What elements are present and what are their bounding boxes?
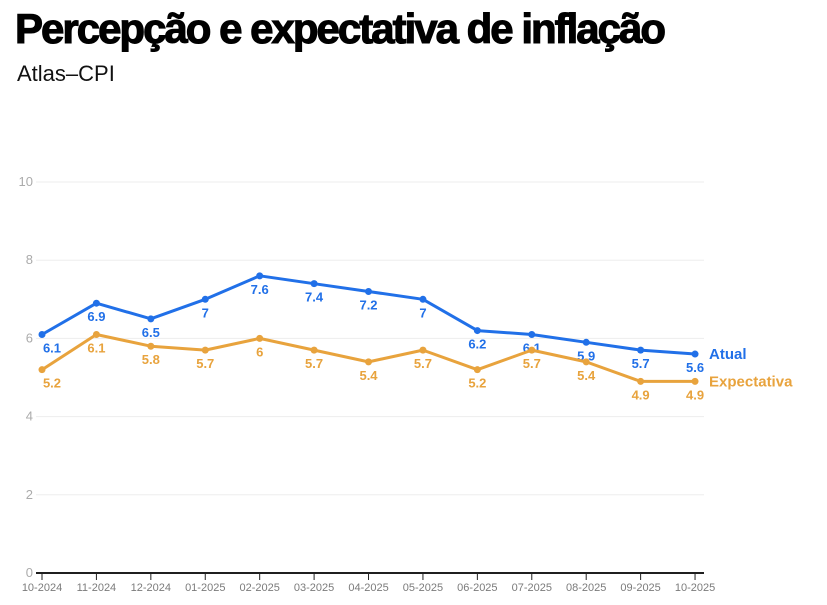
data-point-atual-10-2024 [38, 330, 46, 338]
y-axis-label-0: 0 [26, 565, 33, 580]
data-point-atual-11-2024 [92, 299, 100, 307]
data-label-atual-03-2025: 7.4 [305, 290, 324, 305]
data-point-atual-08-2025 [582, 338, 590, 346]
data-point-atual-09-2025 [637, 346, 645, 354]
data-label-atual-10-2024: 6.1 [43, 340, 61, 355]
data-point-atual-04-2025 [365, 287, 373, 295]
y-axis-label-2: 2 [26, 487, 33, 502]
data-point-expectativa-11-2024 [92, 330, 100, 338]
data-point-expectativa-01-2025 [201, 346, 209, 354]
x-axis-label-10-2025: 10-2025 [675, 582, 715, 594]
y-axis-label-10: 10 [19, 174, 33, 189]
x-axis-label-06-2025: 06-2025 [457, 582, 497, 594]
data-point-expectativa-02-2025 [256, 334, 264, 342]
data-label-atual-06-2025: 6.2 [468, 337, 486, 352]
data-label-expectativa-10-2024: 5.2 [43, 376, 61, 391]
data-point-expectativa-07-2025 [528, 346, 536, 354]
y-axis-label-4: 4 [26, 409, 33, 424]
data-point-expectativa-05-2025 [419, 346, 427, 354]
data-point-atual-01-2025 [201, 295, 209, 303]
data-point-atual-03-2025 [310, 280, 318, 288]
x-axis-label-01-2025: 01-2025 [185, 582, 225, 594]
data-label-expectativa-10-2025: 4.9 [686, 387, 704, 402]
data-label-expectativa-06-2025: 5.2 [468, 376, 486, 391]
series-line-atual [40, 274, 697, 356]
data-point-expectativa-03-2025 [310, 346, 318, 354]
x-axis-label-11-2024: 11-2024 [77, 582, 117, 594]
data-label-atual-01-2025: 7 [202, 305, 209, 320]
data-label-atual-11-2024: 6.9 [87, 309, 105, 324]
data-label-atual-12-2024: 6.5 [142, 325, 160, 340]
data-point-atual-06-2025 [473, 327, 481, 335]
data-point-expectativa-08-2025 [582, 358, 590, 366]
data-label-atual-09-2025: 5.7 [632, 356, 650, 371]
data-label-expectativa-07-2025: 5.7 [523, 356, 541, 371]
data-label-expectativa-09-2025: 4.9 [632, 387, 650, 402]
data-point-atual-02-2025 [256, 272, 264, 280]
data-label-expectativa-05-2025: 5.7 [414, 356, 432, 371]
data-label-expectativa-08-2025: 5.4 [577, 368, 596, 383]
data-point-expectativa-12-2024 [147, 342, 155, 350]
x-axis-label-02-2025: 02-2025 [239, 582, 279, 594]
legend-label-atual: Atual [709, 346, 747, 363]
x-axis-label-10-2024: 10-2024 [22, 582, 62, 594]
data-label-expectativa-11-2024: 6.1 [87, 340, 105, 355]
data-label-expectativa-12-2024: 5.8 [142, 352, 160, 367]
data-label-atual-05-2025: 7 [419, 305, 426, 320]
data-label-atual-10-2025: 5.6 [686, 360, 704, 375]
data-label-expectativa-02-2025: 6 [256, 344, 263, 359]
data-label-atual-02-2025: 7.6 [251, 282, 269, 297]
data-point-atual-07-2025 [528, 330, 536, 338]
data-point-expectativa-10-2025 [691, 377, 699, 385]
page-subtitle: Atlas–CPI [17, 61, 115, 86]
data-point-atual-12-2024 [147, 315, 155, 323]
x-axis-label-12-2024: 12-2024 [131, 582, 171, 594]
data-point-expectativa-06-2025 [473, 366, 481, 374]
data-label-expectativa-04-2025: 5.4 [359, 368, 378, 383]
inflation-chart-svg: 0 2 4 6 8 10 10-2024 11-2024 12-2024 01-2025 02-20… [19, 174, 794, 594]
data-label-expectativa-03-2025: 5.7 [305, 356, 323, 371]
x-axis-label-07-2025: 07-2025 [512, 582, 552, 594]
data-point-atual-05-2025 [419, 295, 427, 303]
data-point-expectativa-09-2025 [637, 377, 645, 385]
data-label-atual-04-2025: 7.2 [359, 297, 377, 312]
x-axis-label-04-2025: 04-2025 [348, 582, 388, 594]
x-axis-label-05-2025: 05-2025 [403, 582, 443, 594]
data-point-expectativa-04-2025 [365, 358, 373, 366]
data-point-atual-10-2025 [691, 350, 699, 358]
data-label-expectativa-01-2025: 5.7 [196, 356, 214, 371]
page-title: Percepção e expectativa de inflação [14, 5, 666, 52]
y-axis-label-6: 6 [26, 330, 33, 345]
x-axis-label-03-2025: 03-2025 [294, 582, 334, 594]
data-point-expectativa-10-2024 [38, 366, 46, 374]
legend-label-expectativa: Expectativa [709, 373, 793, 390]
x-axis-label-08-2025: 08-2025 [566, 582, 606, 594]
y-axis-label-8: 8 [26, 252, 33, 267]
x-axis-label-09-2025: 09-2025 [620, 582, 660, 594]
